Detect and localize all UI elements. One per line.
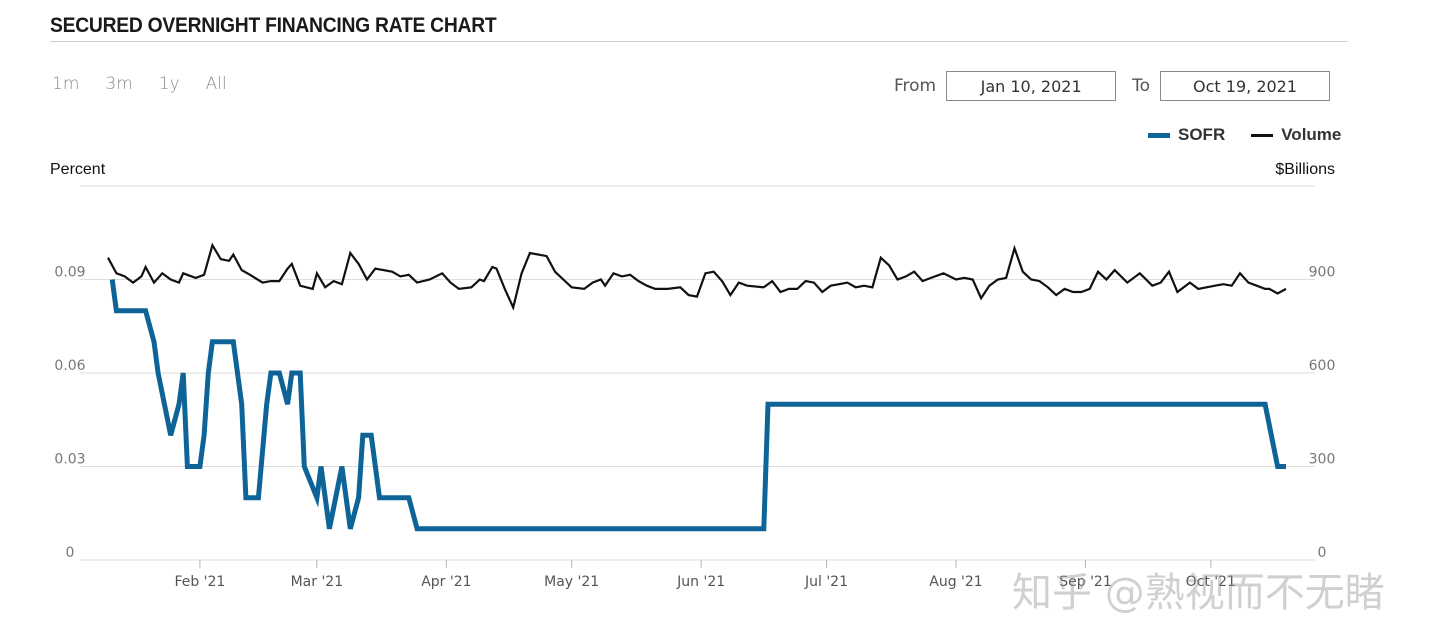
range-button-1y[interactable]: 1y	[158, 74, 180, 94]
right-tick-label: 900	[1309, 265, 1336, 281]
left-axis-title: Percent	[50, 161, 106, 178]
left-tick-label: 0.09	[54, 265, 85, 281]
left-tick-label: 0	[66, 545, 75, 561]
chart-title: SECURED OVERNIGHT FINANCING RATE CHART	[50, 14, 497, 37]
x-tick-label: May '21	[544, 574, 599, 590]
from-label: From	[894, 76, 937, 96]
range-button-all[interactable]: All	[205, 74, 227, 94]
legend-label-volume: Volume	[1281, 125, 1342, 144]
range-button-1m[interactable]: 1m	[52, 74, 80, 94]
range-selector: 1m 3m 1y All	[52, 74, 227, 94]
legend: SOFR Volume	[1148, 125, 1341, 145]
left-tick-label: 0.06	[54, 358, 85, 374]
sofr-series-line	[109, 279, 1286, 532]
volume-series-line	[107, 242, 1287, 311]
x-tick-label: Jul '21	[804, 574, 848, 590]
right-tick-label: 0	[1318, 545, 1327, 561]
legend-item-sofr[interactable]: SOFR	[1148, 125, 1225, 145]
title-divider	[50, 41, 1348, 42]
x-tick-label: Aug '21	[929, 574, 982, 590]
date-range-picker: From To	[894, 71, 1331, 101]
x-tick-label: Sep '21	[1059, 574, 1112, 590]
legend-label-sofr: SOFR	[1178, 125, 1226, 144]
right-tick-label: 600	[1309, 358, 1336, 374]
x-tick-label: Apr '21	[421, 574, 471, 590]
watermark: 知乎 @熟视而不无睹	[1012, 570, 1385, 616]
to-date-input[interactable]	[1160, 71, 1331, 101]
x-tick-label: Jun '21	[676, 574, 725, 590]
to-label: To	[1132, 76, 1151, 96]
legend-item-volume[interactable]: Volume	[1251, 125, 1341, 145]
right-tick-label: 300	[1309, 452, 1336, 468]
range-button-3m[interactable]: 3m	[105, 74, 133, 94]
from-date-input[interactable]	[946, 71, 1117, 101]
x-tick-label: Feb '21	[174, 574, 225, 590]
volume-swatch-icon	[1251, 133, 1274, 137]
left-tick-label: 0.03	[54, 452, 85, 468]
x-tick-label: Mar '21	[291, 574, 344, 590]
right-axis-title: $Billions	[1275, 161, 1335, 178]
sofr-swatch-icon	[1148, 132, 1170, 138]
x-tick-label: Oct '21	[1186, 574, 1236, 590]
